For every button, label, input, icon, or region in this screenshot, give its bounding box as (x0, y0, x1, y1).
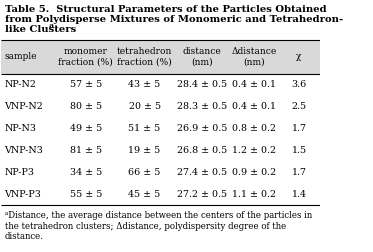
Text: 0.4 ± 0.1: 0.4 ± 0.1 (232, 102, 276, 111)
Text: 66 ± 5: 66 ± 5 (128, 168, 161, 177)
Text: χ: χ (296, 52, 302, 61)
Text: 26.9 ± 0.5: 26.9 ± 0.5 (177, 124, 227, 133)
Text: 1.7: 1.7 (291, 168, 307, 177)
Text: a: a (48, 22, 54, 30)
Text: from Polydisperse Mixtures of Monomeric and Tetrahedron-: from Polydisperse Mixtures of Monomeric … (4, 15, 343, 24)
Text: distance
(nm): distance (nm) (182, 47, 221, 67)
Text: 0.4 ± 0.1: 0.4 ± 0.1 (232, 80, 276, 89)
Text: 26.8 ± 0.5: 26.8 ± 0.5 (177, 146, 227, 155)
Text: 57 ± 5: 57 ± 5 (70, 80, 102, 89)
Text: monomer
fraction (%): monomer fraction (%) (58, 47, 113, 67)
Text: ᵃDistance, the average distance between the centers of the particles in
the tetr: ᵃDistance, the average distance between … (4, 211, 312, 241)
Text: 81 ± 5: 81 ± 5 (70, 146, 102, 155)
Text: 28.4 ± 0.5: 28.4 ± 0.5 (177, 80, 227, 89)
Text: 3.6: 3.6 (291, 80, 307, 89)
Text: VNP-N2: VNP-N2 (4, 102, 43, 111)
Text: VNP-N3: VNP-N3 (4, 146, 43, 155)
Text: 0.8 ± 0.2: 0.8 ± 0.2 (232, 124, 276, 133)
Text: 0.9 ± 0.2: 0.9 ± 0.2 (232, 168, 276, 177)
Text: tetrahedron
fraction (%): tetrahedron fraction (%) (117, 47, 172, 67)
Text: 28.3 ± 0.5: 28.3 ± 0.5 (177, 102, 227, 111)
Text: NP-P3: NP-P3 (4, 168, 35, 177)
Text: like Clusters: like Clusters (4, 25, 76, 34)
Text: 19 ± 5: 19 ± 5 (128, 146, 161, 155)
Text: VNP-P3: VNP-P3 (4, 190, 41, 199)
Text: 1.4: 1.4 (291, 190, 307, 199)
Text: 1.7: 1.7 (291, 124, 307, 133)
Text: 43 ± 5: 43 ± 5 (128, 80, 161, 89)
Text: 34 ± 5: 34 ± 5 (70, 168, 102, 177)
FancyBboxPatch shape (1, 40, 320, 74)
Text: 2.5: 2.5 (291, 102, 307, 111)
Text: 27.2 ± 0.5: 27.2 ± 0.5 (177, 190, 227, 199)
Text: 45 ± 5: 45 ± 5 (128, 190, 161, 199)
Text: NP-N2: NP-N2 (4, 80, 37, 89)
Text: 1.2 ± 0.2: 1.2 ± 0.2 (232, 146, 276, 155)
Text: sample: sample (4, 52, 37, 61)
Text: 80 ± 5: 80 ± 5 (70, 102, 102, 111)
Text: 51 ± 5: 51 ± 5 (128, 124, 161, 133)
Text: 1.5: 1.5 (291, 146, 307, 155)
Text: Δdistance
(nm): Δdistance (nm) (232, 47, 277, 67)
Text: 20 ± 5: 20 ± 5 (129, 102, 161, 111)
Text: 55 ± 5: 55 ± 5 (69, 190, 102, 199)
Text: 49 ± 5: 49 ± 5 (70, 124, 102, 133)
Text: 1.1 ± 0.2: 1.1 ± 0.2 (232, 190, 276, 199)
Text: 27.4 ± 0.5: 27.4 ± 0.5 (177, 168, 227, 177)
Text: Table 5.  Structural Parameters of the Particles Obtained: Table 5. Structural Parameters of the Pa… (4, 5, 326, 14)
Text: NP-N3: NP-N3 (4, 124, 37, 133)
